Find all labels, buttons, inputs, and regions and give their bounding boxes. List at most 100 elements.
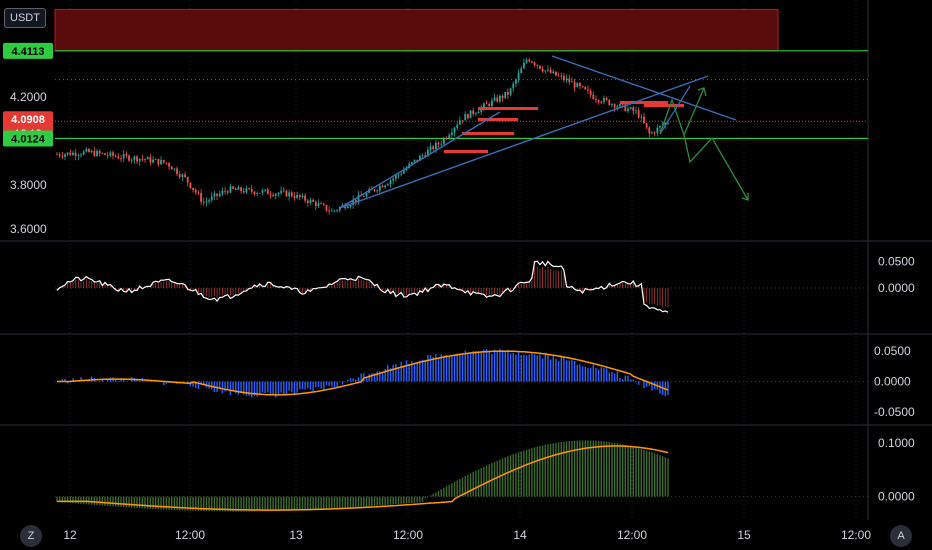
price-pane[interactable] bbox=[54, 8, 868, 215]
x-tick-label: 13 bbox=[289, 528, 303, 542]
candle-body bbox=[576, 83, 579, 88]
candle-body bbox=[170, 166, 173, 170]
candle-body bbox=[458, 120, 461, 125]
auto-scale-button[interactable]: A bbox=[890, 525, 912, 547]
trend-signal-line bbox=[57, 445, 669, 511]
candle-body bbox=[515, 79, 517, 84]
candle-body bbox=[200, 193, 202, 202]
candle-body bbox=[74, 152, 77, 156]
candle-body bbox=[93, 150, 96, 156]
candle-body bbox=[605, 97, 608, 100]
candle-body bbox=[357, 194, 360, 202]
candle-body bbox=[560, 75, 563, 77]
candle-body bbox=[218, 193, 221, 196]
candle-body bbox=[162, 159, 165, 163]
trend-histogram-pane[interactable] bbox=[55, 440, 868, 512]
candle-body bbox=[488, 103, 491, 107]
candle-body bbox=[600, 101, 603, 103]
candle-body bbox=[261, 190, 264, 193]
oscillator-y-tick-label: 0.0000 bbox=[878, 281, 915, 295]
candle-body bbox=[616, 106, 619, 108]
candle-body bbox=[240, 187, 243, 192]
candle-body bbox=[128, 155, 130, 161]
candle-body bbox=[88, 149, 90, 153]
trend-line-falling bbox=[551, 55, 737, 121]
candle-body bbox=[184, 174, 186, 177]
candle-body bbox=[536, 65, 539, 66]
candle-body bbox=[437, 142, 440, 145]
candle-body bbox=[149, 157, 152, 163]
candle-body bbox=[653, 132, 656, 134]
candle-body bbox=[442, 138, 445, 144]
forecast-path-down bbox=[683, 134, 749, 201]
candle-body bbox=[405, 167, 408, 171]
candle-body bbox=[472, 110, 475, 115]
annotation-box bbox=[644, 104, 684, 107]
candle-body bbox=[138, 158, 141, 162]
oscillator-y-tick-label: 0.0500 bbox=[878, 255, 915, 269]
forecast-path-up bbox=[659, 87, 705, 137]
candle-body bbox=[394, 175, 397, 179]
candle-body bbox=[328, 210, 331, 212]
candle-body bbox=[146, 157, 149, 160]
candle-body bbox=[224, 190, 226, 192]
candle-body bbox=[226, 191, 229, 193]
candle-body bbox=[210, 196, 213, 201]
macd-signal-line bbox=[57, 350, 669, 396]
candle-body bbox=[354, 199, 357, 202]
candle-body bbox=[528, 59, 531, 62]
x-tick-label: 12:00 bbox=[175, 528, 205, 542]
candle-body bbox=[445, 138, 448, 140]
candle-body bbox=[469, 110, 472, 119]
candle-body bbox=[579, 83, 581, 87]
candle-body bbox=[386, 184, 389, 186]
candle-body bbox=[98, 150, 101, 154]
candle-body bbox=[181, 174, 184, 178]
candle-body bbox=[144, 159, 146, 160]
candle-body bbox=[114, 155, 117, 157]
zoom-toggle-button[interactable]: Z bbox=[20, 525, 42, 547]
macd-pane[interactable] bbox=[55, 348, 868, 398]
candle-body bbox=[533, 62, 536, 66]
candle-body bbox=[165, 162, 168, 164]
candle-body bbox=[208, 200, 210, 202]
candle-body bbox=[400, 173, 403, 175]
candle-body bbox=[192, 187, 194, 191]
price-tag-label: 4.0908 bbox=[11, 114, 45, 126]
candle-body bbox=[640, 116, 643, 118]
candle-body bbox=[202, 201, 205, 203]
candle-body bbox=[523, 62, 525, 69]
x-axis: 12 12:00 13 12:00 14 12:00 15 12:00 bbox=[63, 528, 871, 542]
candle-body bbox=[205, 201, 208, 203]
candle-body bbox=[378, 185, 381, 191]
candle-body bbox=[338, 207, 341, 211]
candle-body bbox=[168, 163, 170, 167]
candle-body bbox=[77, 155, 80, 157]
oscillator-pane[interactable] bbox=[55, 260, 868, 313]
candle-body bbox=[573, 81, 576, 88]
candle-body bbox=[178, 174, 181, 178]
trend-y-tick-label: 0.0000 bbox=[878, 490, 915, 504]
candle-body bbox=[333, 210, 336, 212]
candle-body bbox=[82, 151, 85, 155]
candle-body bbox=[547, 69, 549, 71]
candle-body bbox=[509, 88, 512, 95]
candle-body bbox=[587, 89, 589, 91]
candle-body bbox=[549, 69, 552, 74]
candle-body bbox=[531, 61, 533, 63]
candle-body bbox=[603, 97, 605, 103]
candle-body bbox=[541, 68, 544, 72]
candle-body bbox=[453, 127, 456, 133]
candle-body bbox=[627, 108, 629, 112]
currency-badge[interactable]: USDT bbox=[4, 8, 46, 28]
candle-body bbox=[418, 155, 421, 161]
candle-body bbox=[563, 75, 565, 80]
candle-body bbox=[312, 199, 315, 202]
candle-body bbox=[298, 194, 301, 198]
candle-body bbox=[258, 192, 261, 194]
candle-body bbox=[176, 168, 178, 175]
candle-body bbox=[362, 196, 365, 198]
annotation-box bbox=[620, 101, 668, 104]
candle-body bbox=[595, 99, 597, 101]
